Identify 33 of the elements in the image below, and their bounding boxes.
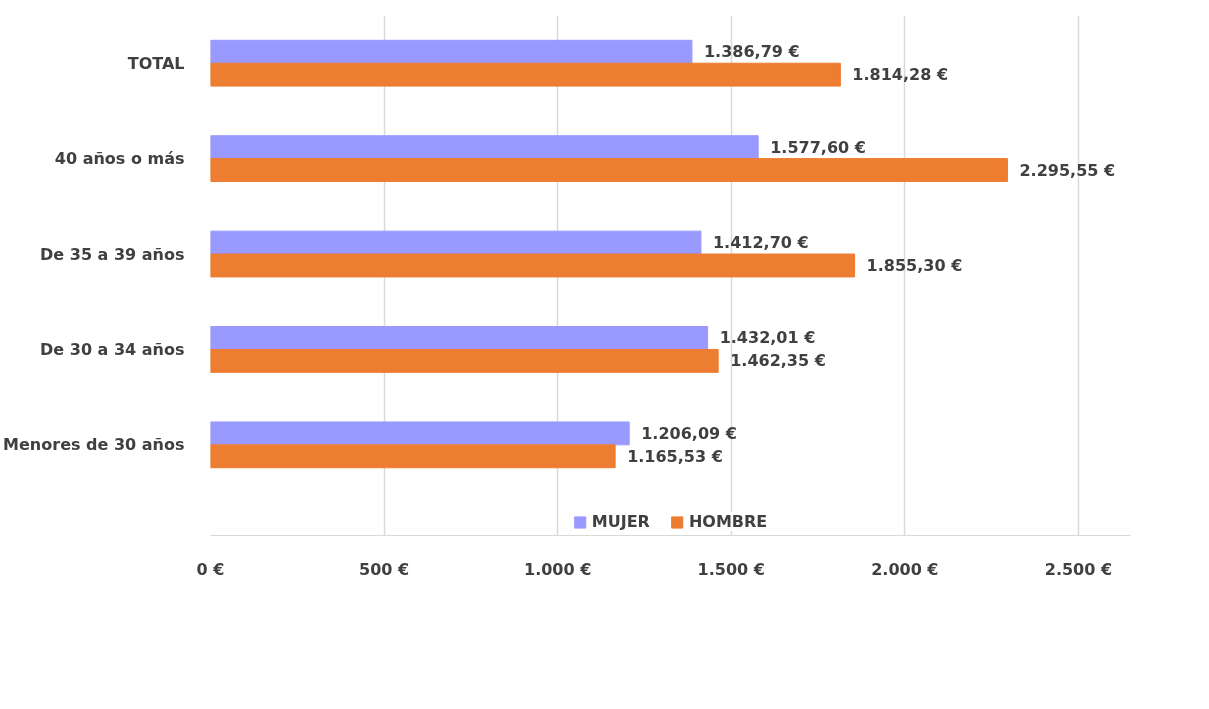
x-tick-label: 2.000 € [871,559,939,579]
data-label: 1.577,60 € [770,137,866,157]
data-label: 1.206,09 € [641,423,737,443]
data-label: 1.462,35 € [730,351,826,371]
data-label: 2.295,55 € [1019,160,1116,180]
y-tick-label: TOTAL [127,53,185,73]
legend-label: HOMBRE [688,512,768,531]
bar [210,253,856,278]
data-label: 1.386,79 € [703,42,800,62]
data-label: 1.855,30 € [866,255,963,275]
data-label: 1.814,28 € [852,65,949,85]
bar [210,348,719,373]
legend-label: MUJER [591,512,650,531]
bar [210,444,616,469]
x-tick-label: 1.500 € [697,559,765,579]
bar [210,421,630,446]
y-tick-label: Menores de 30 años [3,435,185,455]
x-tick-label: 500 € [359,559,410,579]
bar [210,62,841,87]
bar [210,135,759,160]
data-label: 1.165,53 € [627,446,723,466]
data-label: 1.412,70 € [712,233,809,253]
x-tick-label: 2.500 € [1044,559,1113,579]
bar [210,326,709,350]
bar [210,158,1008,183]
x-tick-label: 1.000 € [524,559,592,579]
y-tick-label: De 35 a 39 años [40,244,185,264]
x-tick-label: 0 € [196,559,225,579]
bar [210,39,693,64]
bar [210,230,702,255]
y-tick-label: 40 años o más [54,149,185,169]
y-tick-label: De 30 a 34 años [40,339,185,359]
data-label: 1.432,01 € [719,328,816,348]
